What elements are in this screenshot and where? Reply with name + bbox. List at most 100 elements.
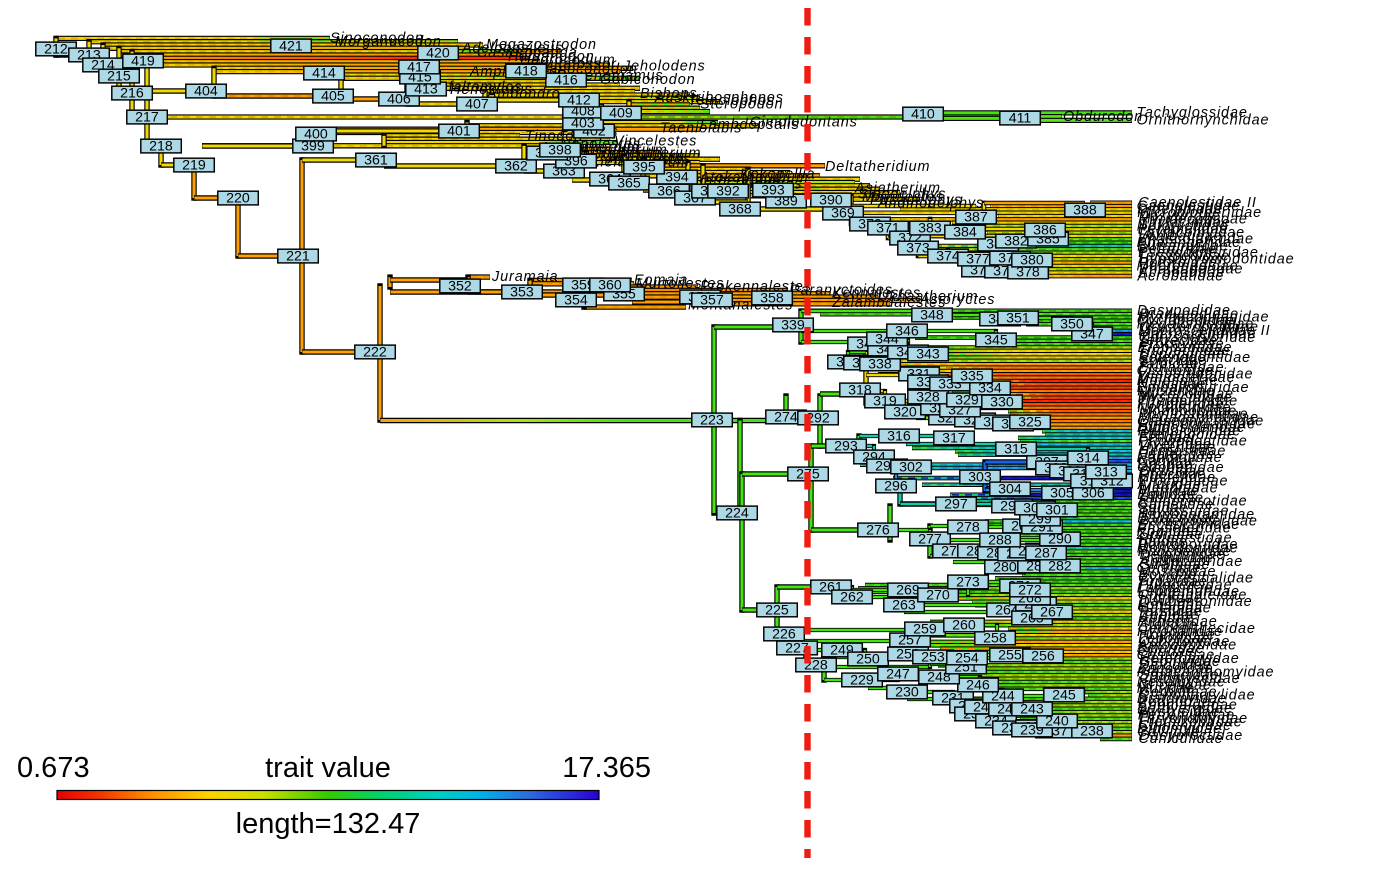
svg-text:290: 290 <box>1048 531 1072 547</box>
svg-text:Castoridae: Castoridae <box>1137 648 1216 664</box>
svg-text:358: 358 <box>760 290 784 306</box>
svg-text:395: 395 <box>632 159 656 175</box>
svg-text:Equidae: Equidae <box>1137 487 1196 503</box>
svg-text:287: 287 <box>1034 545 1058 561</box>
svg-text:357: 357 <box>700 292 724 308</box>
svg-text:303: 303 <box>968 469 992 485</box>
svg-text:Juramaia: Juramaia <box>491 269 558 285</box>
svg-text:Atokatheridium: Atokatheridium <box>699 170 809 186</box>
svg-text:260: 260 <box>952 617 976 633</box>
svg-text:Sinoconodon: Sinoconodon <box>330 31 424 47</box>
svg-text:409: 409 <box>609 105 633 121</box>
svg-text:Tenrecidae: Tenrecidae <box>1138 333 1218 349</box>
svg-text:297: 297 <box>944 496 968 512</box>
svg-text:Suidae: Suidae <box>1138 500 1188 516</box>
svg-text:410: 410 <box>911 106 935 122</box>
svg-text:Mormoopidae: Mormoopidae <box>1139 403 1237 419</box>
svg-text:369: 369 <box>831 205 855 221</box>
svg-text:238: 238 <box>1080 723 1104 739</box>
svg-text:Phalangeridae: Phalangeridae <box>1137 235 1242 251</box>
svg-text:Phyllostomidae: Phyllostomidae <box>1138 407 1248 423</box>
svg-text:Henosferus: Henosferus <box>450 82 533 98</box>
svg-text:Anomaluridae: Anomaluridae <box>1137 698 1238 714</box>
svg-text:404: 404 <box>194 83 218 99</box>
svg-text:Chinchillidae: Chinchillidae <box>1139 718 1232 734</box>
svg-text:345: 345 <box>984 332 1008 348</box>
svg-text:354: 354 <box>564 292 588 308</box>
svg-text:Nycteridae: Nycteridae <box>1137 383 1215 399</box>
svg-text:Ambondro: Ambondro <box>486 86 561 102</box>
svg-text:263: 263 <box>892 597 916 613</box>
svg-text:Petauridae: Petauridae <box>1138 242 1217 258</box>
svg-text:Kokopellia: Kokopellia <box>740 167 815 183</box>
svg-text:262: 262 <box>840 589 864 605</box>
svg-text:Soricidae: Soricidae <box>1139 353 1207 369</box>
svg-text:Sciuridae: Sciuridae <box>1137 641 1205 657</box>
svg-text:216: 216 <box>120 85 144 101</box>
svg-text:230: 230 <box>895 684 919 700</box>
svg-text:Manidae: Manidae <box>1138 484 1200 500</box>
svg-text:Phocoenidae: Phocoenidae <box>1138 544 1232 560</box>
svg-text:339: 339 <box>781 317 805 333</box>
svg-text:Spalacidae: Spalacidae <box>1139 668 1219 684</box>
svg-text:Zalambdalestes: Zalambdalestes <box>831 295 946 311</box>
svg-text:Pontoporiidae: Pontoporiidae <box>1138 537 1239 553</box>
svg-text:302: 302 <box>899 459 923 475</box>
svg-text:Calomyscidae: Calomyscidae <box>1139 671 1240 687</box>
svg-text:359: 359 <box>571 277 595 293</box>
svg-text:217: 217 <box>135 109 159 125</box>
svg-text:227: 227 <box>785 640 809 656</box>
svg-text:Thylacomyidae: Thylacomyidae <box>1137 225 1245 241</box>
svg-text:Pucadelphys: Pucadelphys <box>870 193 962 209</box>
svg-text:Rhinolophidae: Rhinolophidae <box>1138 423 1242 439</box>
svg-text:Craseonycteridae: Craseonycteridae <box>1137 413 1264 429</box>
svg-text:393: 393 <box>761 182 785 198</box>
svg-text:273: 273 <box>956 574 980 590</box>
svg-text:Thryonomyidae: Thryonomyidae <box>1137 711 1248 727</box>
svg-text:Hylobatidae: Hylobatidae <box>1137 624 1223 640</box>
svg-text:Hypsiprymnodontidae: Hypsiprymnodontidae <box>1138 252 1294 268</box>
svg-text:Ptilocercidae: Ptilocercidae <box>1138 577 1232 593</box>
svg-text:Sinodelphys: Sinodelphys <box>858 187 946 203</box>
svg-text:Tachyglossidae: Tachyglossidae <box>1137 105 1248 121</box>
svg-text:Emballonuridae: Emballonuridae <box>1137 380 1250 396</box>
svg-text:Erinaceidae: Erinaceidae <box>1139 360 1225 376</box>
svg-text:320: 320 <box>893 404 917 420</box>
svg-text:398: 398 <box>548 142 572 158</box>
svg-text:Atelidae: Atelidae <box>1137 617 1197 633</box>
svg-text:Phocidae: Phocidae <box>1139 467 1206 483</box>
svg-text:386: 386 <box>1033 222 1057 238</box>
svg-text:Giraffidae: Giraffidae <box>1139 557 1210 573</box>
svg-text:Myrmecobiidae: Myrmecobiidae <box>1139 212 1248 228</box>
svg-text:Indriidae: Indriidae <box>1139 591 1202 607</box>
svg-text:Elephantidae: Elephantidae <box>1138 340 1233 356</box>
svg-text:374: 374 <box>936 248 960 264</box>
svg-text:Cynocephalidae: Cynocephalidae <box>1138 571 1254 587</box>
svg-text:226: 226 <box>772 626 796 642</box>
svg-text:219: 219 <box>182 157 206 173</box>
svg-text:Tragulidae: Tragulidae <box>1138 551 1214 567</box>
svg-text:Molossidae: Molossidae <box>1137 373 1219 389</box>
svg-text:Myzopodidae: Myzopodidae <box>1138 387 1234 403</box>
svg-text:Monodontidae: Monodontidae <box>1137 541 1239 557</box>
svg-text:288: 288 <box>988 532 1012 548</box>
svg-text:282: 282 <box>1048 558 1072 574</box>
svg-text:Castorocauda: Castorocauda <box>477 45 577 61</box>
svg-text:Cricetidae: Cricetidae <box>1138 678 1212 694</box>
svg-text:length=132.47: length=132.47 <box>236 808 421 840</box>
svg-text:411: 411 <box>1009 110 1032 126</box>
svg-text:313: 313 <box>1094 464 1118 480</box>
svg-text:Lemuridae: Lemuridae <box>1137 581 1213 597</box>
svg-text:Kogiidae: Kogiidae <box>1137 524 1200 540</box>
svg-text:272: 272 <box>1018 582 1042 598</box>
svg-text:259: 259 <box>913 621 937 637</box>
svg-text:414: 414 <box>312 65 336 81</box>
svg-text:Dasyproctidae: Dasyproctidae <box>1140 728 1244 744</box>
svg-text:Thyropteridae: Thyropteridae <box>1138 393 1239 409</box>
svg-text:Platanistidae: Platanistidae <box>1138 531 1232 547</box>
svg-text:Cyclopedidae: Cyclopedidae <box>1137 313 1235 329</box>
svg-text:384: 384 <box>953 224 977 240</box>
svg-text:Cebidae: Cebidae <box>1139 607 1199 623</box>
svg-text:405: 405 <box>321 88 345 104</box>
svg-text:215: 215 <box>107 68 131 84</box>
